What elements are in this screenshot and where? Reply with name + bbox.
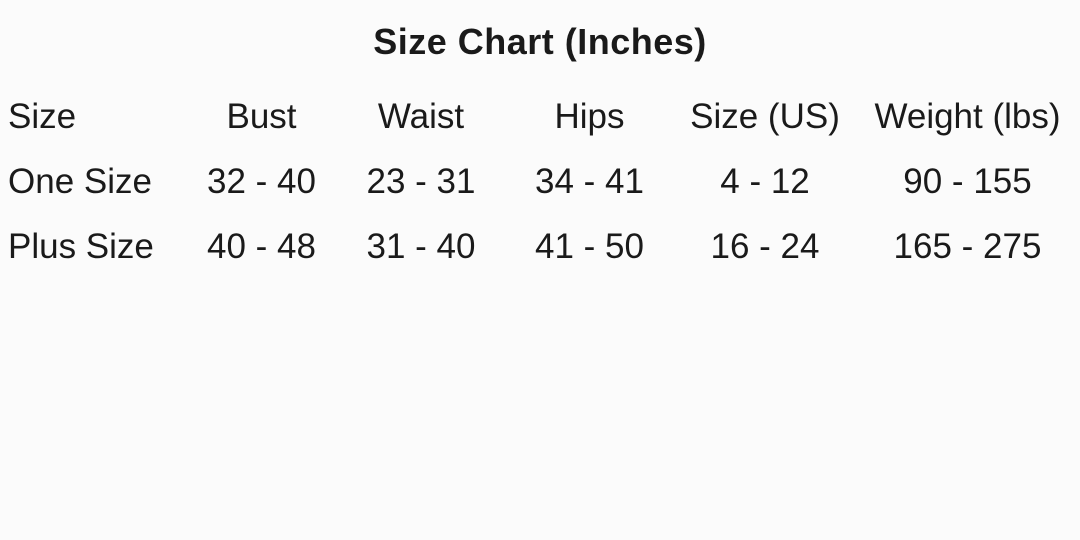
table-cell: 16 - 24: [710, 226, 820, 266]
table-cell: 4 - 12: [720, 161, 810, 201]
table-cell: One Size: [8, 161, 152, 201]
table-row-one-size: One Size 32 - 40 23 - 31 34 - 41 4 - 12 …: [0, 149, 1080, 214]
table-cell: 31 - 40: [366, 226, 476, 266]
table-cell: 90 - 155: [903, 161, 1032, 201]
table-cell: 40 - 48: [207, 226, 316, 266]
page-title: Size Chart (Inches): [373, 21, 707, 62]
table-row-plus-size: Plus Size 40 - 48 31 - 40 41 - 50 16 - 2…: [0, 214, 1080, 279]
table-cell: 34 - 41: [535, 161, 644, 201]
table-cell: 32 - 40: [207, 161, 316, 201]
size-table: Size Bust Waist Hips Size (US) Weight (l…: [0, 84, 1080, 279]
column-header-weight-lbs: Weight (lbs): [874, 96, 1061, 136]
column-header-bust: Bust: [226, 96, 297, 136]
table-cell: Plus Size: [8, 226, 154, 266]
column-header-size: Size: [8, 96, 77, 136]
column-header-hips: Hips: [554, 96, 625, 136]
table-cell: 165 - 275: [893, 226, 1042, 266]
column-header-waist: Waist: [377, 96, 465, 136]
table-cell: 23 - 31: [366, 161, 476, 201]
column-header-size-us: Size (US): [690, 96, 840, 136]
table-cell: 41 - 50: [535, 226, 644, 266]
table-header-row: Size Bust Waist Hips Size (US) Weight (l…: [0, 84, 1080, 149]
